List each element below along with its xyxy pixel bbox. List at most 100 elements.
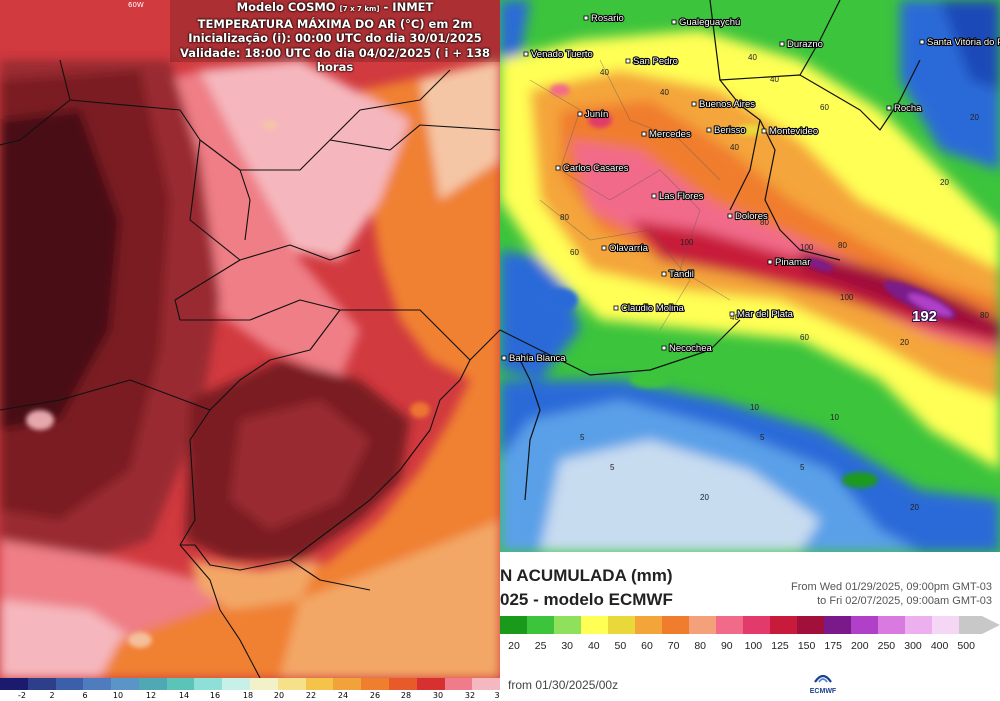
temperature-color-swatch — [472, 678, 500, 690]
ecmwf-logo-icon — [814, 674, 832, 683]
temperature-legend: -2 2 6 10 12 14 16 18 20 22 24 26 28 30 32 3 — [0, 678, 500, 701]
precip-tick-label: 60 — [641, 640, 653, 652]
city-label: San Pedro — [633, 56, 678, 67]
city-label: Gualeguaychú — [679, 17, 740, 28]
city-marker: Dolores — [727, 210, 769, 223]
temperature-color-swatch — [361, 678, 389, 690]
city-label: Rosario — [591, 13, 624, 24]
precip-tick-label: 200 — [851, 640, 869, 652]
temperature-color-swatch — [55, 678, 84, 690]
temperature-tick-label: 10 — [112, 691, 124, 700]
cosmo-temperature-panel: 60W Modelo COSMO [7 x 7 km] - INMET TEMP… — [0, 0, 500, 701]
precip-tick-label: 250 — [877, 640, 896, 652]
temperature-tick-label: 3 — [494, 691, 500, 700]
precip-tick-label: 80 — [694, 640, 707, 652]
precip-color-swatch — [932, 616, 959, 634]
temperature-tick-label: 16 — [209, 691, 221, 700]
precip-color-swatch — [770, 616, 797, 634]
city-marker: Pinamar — [767, 256, 811, 269]
city-label: Bahía Blanca — [509, 353, 566, 364]
city-marker: Bahía Blanca — [501, 352, 567, 365]
contour-label: 20 — [700, 493, 709, 502]
contour-label: 40 — [748, 53, 757, 62]
precip-tick-label: 300 — [904, 640, 922, 652]
precip-tick-label: 175 — [824, 640, 842, 652]
variable-title: TEMPERATURA MÁXIMA DO AR (°C) em 2m — [197, 16, 473, 31]
temperature-tick-label: 28 — [400, 691, 412, 700]
contour-label: 40 — [770, 75, 779, 84]
precip-color-swatch — [743, 616, 770, 634]
longitude-label: 60W — [128, 1, 144, 9]
precip-color-swatch — [797, 616, 824, 634]
city-label: Rocha — [894, 103, 922, 114]
temperature-tick-label: 18 — [242, 691, 254, 700]
city-label: Venado Tuerto — [531, 49, 593, 60]
precip-tick-label: 25 — [534, 640, 547, 652]
precip-color-swatch — [581, 616, 608, 634]
contour-label: 40 — [600, 68, 609, 77]
precip-title: N ACUMULADA (mm) — [500, 566, 673, 585]
temperature-color-swatch — [166, 678, 195, 690]
temperature-color-swatch — [388, 678, 417, 690]
city-marker: San Pedro — [625, 55, 679, 68]
city-label: Junín — [585, 109, 608, 120]
contour-label: 5 — [610, 463, 615, 472]
temperature-map: 60W — [0, 0, 500, 678]
precip-tick-label: 100 — [744, 640, 763, 652]
precip-colorbar-arrow — [982, 616, 1000, 634]
contour-label: 5 — [760, 433, 765, 442]
temperature-tick-label: 22 — [305, 691, 317, 700]
precip-legend: N ACUMULADA (mm) 025 - modelo ECMWF From… — [500, 552, 1000, 701]
temperature-color-swatch — [138, 678, 167, 690]
contour-label: 10 — [750, 403, 759, 412]
city-marker: Gualeguaychú — [671, 16, 741, 29]
temperature-color-swatch — [111, 678, 139, 690]
city-label: Tandil — [669, 269, 694, 280]
city-label: Mar del Plata — [737, 309, 794, 320]
city-label: Montevideo — [769, 126, 818, 137]
model-source: - INMET — [383, 0, 434, 14]
city-marker: Berisso — [706, 124, 747, 137]
precip-color-swatch — [662, 616, 689, 634]
city-label: Santa Vitória do Palmar — [927, 37, 1000, 48]
init-time: Inicialização (i): 00:00 UTC do dia 30/0… — [188, 31, 482, 45]
temperature-color-swatch — [222, 678, 251, 690]
contour-label: 20 — [910, 503, 919, 512]
precip-color-swatch — [500, 616, 527, 634]
contour-label: 60 — [800, 333, 809, 342]
ecmwf-precip-panel: 40 40 40 40 60 60 80 80 80 100 100 100 40 20 20 20 10 10 5… — [500, 0, 1000, 701]
temperature-color-swatch — [27, 678, 56, 690]
temperature-color-swatch — [250, 678, 278, 690]
precip-color-swatch — [959, 616, 982, 634]
precip-color-swatch — [527, 616, 554, 634]
precip-subtitle: 025 - modelo ECMWF — [500, 590, 673, 609]
peak-precip-label: 192 — [912, 308, 937, 325]
city-label: Buenos Aires — [699, 99, 755, 110]
city-marker: Montevideo — [761, 125, 819, 138]
temperature-tick-label: 20 — [273, 691, 285, 700]
precip-ticks: 20 25 30 40 50 60 70 80 90 100 125 150 175 200 250 300 4… — [500, 640, 1000, 654]
precip-color-swatch — [824, 616, 851, 634]
contour-label: 100 — [800, 243, 814, 252]
contour-label: 60 — [570, 248, 579, 257]
contour-label: 80 — [760, 218, 769, 227]
city-label: Claudio Molina — [621, 303, 685, 314]
contour-label: 5 — [580, 433, 585, 442]
cosmo-header: Modelo COSMO [7 x 7 km] - INMET TEMPERAT… — [170, 0, 500, 74]
temperature-colorbar — [0, 678, 500, 690]
contour-label: 100 — [680, 238, 694, 247]
city-label: Berisso — [714, 125, 746, 136]
contour-label: 80 — [560, 213, 569, 222]
temperature-color-swatch — [194, 678, 223, 690]
contour-label: 80 — [980, 311, 989, 320]
precip-tick-label: 50 — [614, 640, 627, 652]
city-label: Carlos Casares — [563, 163, 629, 174]
precip-tick-label: 500 — [957, 640, 975, 652]
precip-tick-label: 150 — [797, 640, 816, 652]
city-marker: Las Flores — [651, 190, 705, 203]
contour-label: 60 — [820, 103, 829, 112]
city-label: Pinamar — [775, 257, 810, 268]
period-to: to Fri 02/07/2025, 09:00am GMT-03 — [817, 595, 992, 607]
precip-color-swatch — [905, 616, 932, 634]
contour-label: 20 — [940, 178, 949, 187]
